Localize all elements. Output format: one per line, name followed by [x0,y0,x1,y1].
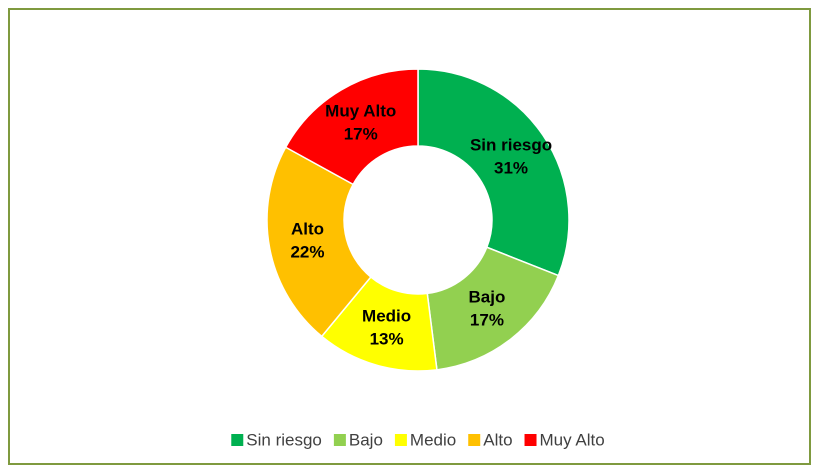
legend-label: Muy Alto [540,430,605,449]
donut-slice [417,68,570,277]
data-label-value: 13% [370,330,404,349]
legend-label: Alto [483,430,512,449]
legend-label: Bajo [349,430,383,449]
data-label-name: Muy Alto [325,102,396,121]
legend-swatch [231,434,244,446]
data-label-name: Sin riesgo [470,135,552,154]
legend: Sin riesgo Bajo Medio Alto Muy Alto [231,430,605,449]
data-label-value: 17% [470,310,504,329]
legend-swatch [394,434,407,446]
data-label-value: 17% [344,125,378,144]
data-label-value: 31% [494,158,528,177]
legend-label: Medio [410,430,456,449]
legend-swatch [524,434,537,446]
legend-swatch [333,434,346,446]
legend-swatch [468,434,481,446]
donut-slice [284,68,419,186]
data-label-name: Alto [291,220,324,239]
legend-label: Sin riesgo [246,430,322,449]
data-label-name: Bajo [469,287,506,306]
data-label-value: 22% [290,243,324,262]
data-label-name: Medio [362,307,411,326]
donut-slice [266,146,372,338]
